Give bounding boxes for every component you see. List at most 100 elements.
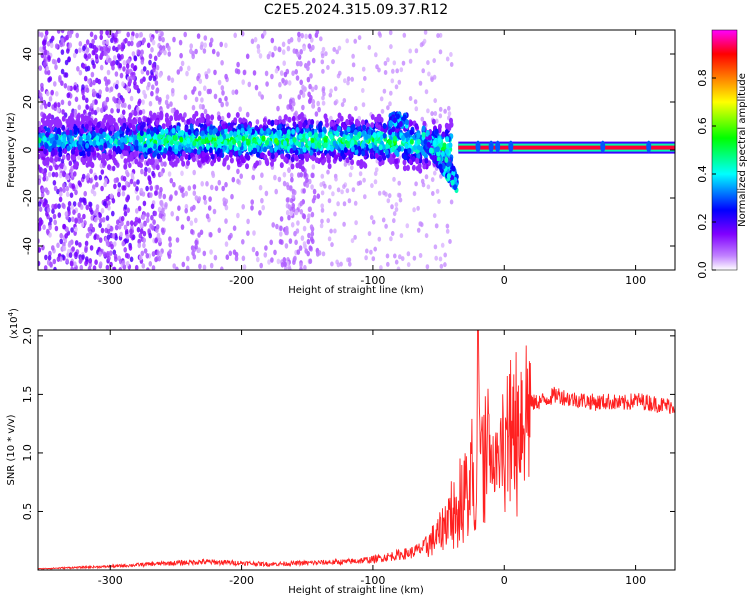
heatmap-cell — [418, 80, 423, 86]
heatmap-cell — [130, 220, 134, 226]
heatmap-cell — [310, 184, 314, 190]
heatmap-cell — [309, 73, 313, 79]
heatmap-cell — [145, 217, 150, 223]
heatmap-cell — [71, 246, 75, 252]
heatmap-cell — [54, 164, 59, 171]
heatmap-cell — [333, 154, 338, 161]
heatmap-cell — [110, 37, 114, 44]
heatmap-cell — [44, 175, 49, 182]
heatmap-cell — [81, 173, 86, 180]
heatmap-cell — [286, 129, 291, 136]
heatmap-cell — [71, 216, 75, 223]
heatmap-cell — [436, 33, 440, 39]
heatmap-cell — [226, 164, 231, 171]
heatmap-cell — [333, 211, 337, 217]
carrier-line-core — [458, 145, 675, 150]
heatmap-cell — [319, 223, 324, 229]
heatmap-cell — [329, 88, 333, 94]
heatmap-cell — [137, 49, 142, 56]
heatmap-cell — [219, 136, 224, 143]
heatmap-cell — [382, 132, 387, 139]
heatmap-cell — [386, 198, 391, 204]
heatmap-cell — [133, 181, 137, 187]
heatmap-cell — [62, 154, 66, 160]
heatmap-cell — [180, 60, 185, 67]
heatmap-cell — [128, 122, 133, 129]
heatmap-cell — [421, 131, 426, 138]
heatmap-cell — [256, 48, 261, 54]
heatmap-cell — [288, 98, 293, 105]
heatmap-cell — [333, 125, 338, 132]
heatmap-cell — [374, 167, 379, 173]
heatmap-cell — [44, 103, 48, 109]
heatmap-cell — [254, 84, 259, 91]
heatmap-cell — [94, 53, 99, 60]
heatmap-cell — [302, 146, 307, 153]
heatmap-cell — [167, 51, 172, 57]
heatmap-cell — [150, 214, 154, 221]
heatmap-cell — [157, 255, 162, 262]
heatmap-cell — [209, 232, 213, 238]
heatmap-cell — [77, 104, 82, 111]
heatmap-cell — [263, 252, 268, 258]
heatmap-cell — [221, 90, 225, 96]
heatmap-cell — [59, 187, 63, 193]
heatmap-cell — [233, 145, 238, 152]
snr-y-tick-label: 1.0 — [21, 444, 34, 462]
heatmap-cell — [283, 156, 288, 163]
heatmap-cell — [180, 224, 185, 230]
heatmap-cell — [100, 227, 105, 234]
heatmap-cell — [87, 266, 92, 270]
heatmap-cell — [408, 58, 413, 64]
heatmap-cell — [350, 165, 354, 171]
heatmap-cell — [105, 154, 110, 161]
heatmap-cell — [401, 135, 405, 141]
heatmap-cell — [152, 112, 157, 119]
snr-x-tick-label: -100 — [360, 574, 385, 587]
heatmap-cell — [127, 58, 131, 64]
heatmap-cell — [445, 228, 450, 234]
heatmap-cell — [356, 181, 361, 186]
heatmap-cell — [129, 256, 134, 263]
heatmap-cell — [66, 92, 71, 99]
heatmap-cell — [58, 196, 63, 203]
heatmap-cell — [270, 153, 275, 160]
heatmap-cell — [295, 127, 300, 133]
heatmap-cell — [287, 80, 292, 86]
heatmap-cell — [307, 91, 311, 98]
heatmap-cell — [321, 95, 325, 101]
heatmap-cell — [147, 228, 151, 234]
heatmap-cell — [328, 184, 332, 190]
heatmap-cell — [43, 148, 48, 155]
heatmap-cell — [178, 144, 182, 151]
heatmap-cell — [184, 190, 188, 197]
heatmap-cell — [392, 211, 397, 217]
heatmap-cell — [141, 99, 145, 105]
heatmap-cell — [397, 180, 402, 186]
heatmap-cell — [135, 32, 139, 39]
heatmap-cell — [450, 179, 455, 186]
heatmap-cell — [122, 185, 127, 191]
heatmap-cell — [192, 190, 197, 196]
heatmap-cell — [310, 231, 315, 237]
heatmap-cell — [57, 127, 61, 134]
heatmap-cell — [337, 112, 342, 119]
heatmap-cell — [228, 250, 233, 257]
spectrogram-y-label: Frequency (Hz) — [6, 112, 17, 188]
heatmap-cell — [440, 242, 445, 248]
heatmap-cell — [296, 249, 301, 255]
heatmap-cell — [59, 256, 63, 262]
heatmap-cell — [260, 94, 265, 100]
heatmap-cell — [334, 99, 339, 105]
heatmap-cell — [98, 251, 102, 257]
heatmap-cell — [229, 157, 234, 164]
colorbar: 0.00.20.40.60.8 Normalized spectral ampl… — [696, 29, 748, 279]
heatmap-cell — [394, 158, 399, 165]
heatmap-cell — [120, 215, 125, 222]
heatmap-cell — [323, 137, 328, 144]
heatmap-cell — [53, 266, 57, 270]
heatmap-cell — [260, 197, 264, 204]
heatmap-cell — [164, 202, 168, 208]
heatmap-cell — [329, 120, 334, 127]
heatmap-cell — [73, 85, 77, 91]
